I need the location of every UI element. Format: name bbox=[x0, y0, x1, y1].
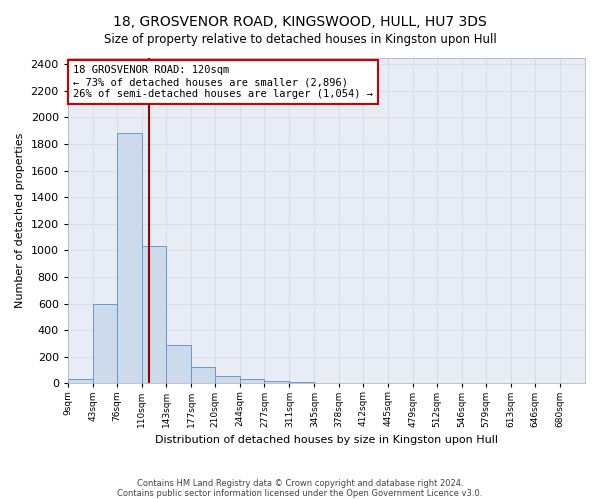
Text: Contains public sector information licensed under the Open Government Licence v3: Contains public sector information licen… bbox=[118, 488, 482, 498]
Bar bbox=[240, 380, 265, 384]
Bar bbox=[314, 382, 338, 384]
Text: Size of property relative to detached houses in Kingston upon Hull: Size of property relative to detached ho… bbox=[104, 32, 496, 46]
X-axis label: Distribution of detached houses by size in Kingston upon Hull: Distribution of detached houses by size … bbox=[155, 435, 498, 445]
Bar bbox=[191, 368, 215, 384]
Bar bbox=[166, 345, 191, 384]
Bar bbox=[215, 376, 240, 384]
Bar bbox=[117, 134, 142, 384]
Text: Contains HM Land Registry data © Crown copyright and database right 2024.: Contains HM Land Registry data © Crown c… bbox=[137, 478, 463, 488]
Y-axis label: Number of detached properties: Number of detached properties bbox=[15, 132, 25, 308]
Bar bbox=[93, 304, 117, 384]
Bar bbox=[289, 382, 314, 384]
Text: 18, GROSVENOR ROAD, KINGSWOOD, HULL, HU7 3DS: 18, GROSVENOR ROAD, KINGSWOOD, HULL, HU7… bbox=[113, 15, 487, 29]
Bar bbox=[142, 246, 166, 384]
Bar bbox=[68, 380, 93, 384]
Bar bbox=[265, 382, 289, 384]
Text: 18 GROSVENOR ROAD: 120sqm
← 73% of detached houses are smaller (2,896)
26% of se: 18 GROSVENOR ROAD: 120sqm ← 73% of detac… bbox=[73, 66, 373, 98]
